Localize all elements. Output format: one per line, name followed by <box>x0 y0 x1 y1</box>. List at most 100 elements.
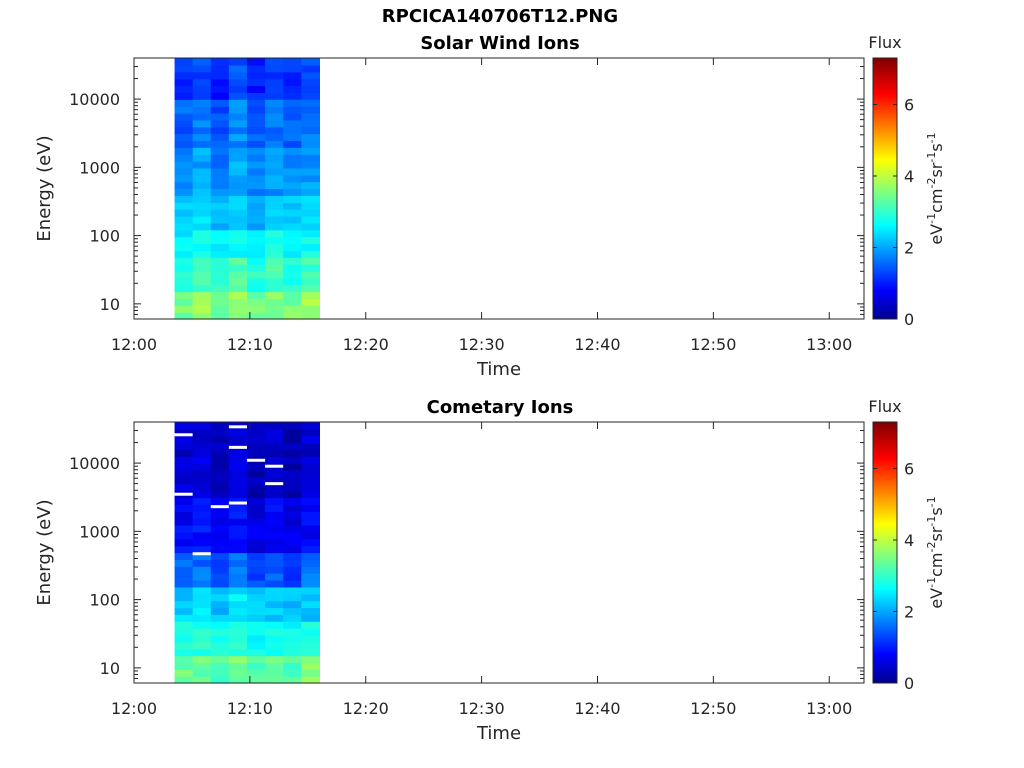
heatmap-cell <box>174 71 194 80</box>
heatmap-cell <box>210 655 230 663</box>
heatmap-cell <box>210 662 230 670</box>
heatmap-cell <box>301 99 320 107</box>
heatmap-cell <box>283 545 302 554</box>
heatmap-cell <box>228 291 248 299</box>
heatmap-cell <box>210 222 230 231</box>
missing-data-streak <box>265 464 284 468</box>
heatmap-cell <box>228 634 248 643</box>
heatmap-cell <box>228 525 248 533</box>
heatmap-cell <box>192 456 212 464</box>
heatmap-cell <box>174 518 194 526</box>
heatmap-cell <box>265 112 284 121</box>
heatmap-cell <box>192 78 212 87</box>
heatmap-cell <box>265 669 284 677</box>
heatmap-cell <box>210 456 230 464</box>
heatmap-cell <box>246 504 266 512</box>
heatmap-cell <box>246 174 266 183</box>
heatmap-cell <box>265 215 284 224</box>
heatmap-cell <box>265 476 284 485</box>
heatmap-cell <box>246 161 266 169</box>
heatmap-cell <box>246 531 266 540</box>
heatmap-cell <box>246 641 266 650</box>
heatmap-cell <box>228 257 248 265</box>
heatmap-cell <box>174 628 194 636</box>
x-axis-label: Time <box>476 723 521 744</box>
heatmap-cell <box>265 243 284 251</box>
heatmap-cell <box>283 476 302 485</box>
heatmap-cell <box>283 140 302 148</box>
heatmap-cell <box>301 607 320 615</box>
heatmap-cell <box>210 298 230 306</box>
heatmap-cell <box>265 607 284 615</box>
x-tick-label: 12:30 <box>459 335 505 354</box>
heatmap-cell <box>283 449 302 457</box>
heatmap-cell <box>174 147 194 155</box>
heatmap-cell <box>192 291 212 299</box>
heatmap-cell <box>210 470 230 478</box>
heatmap-cell <box>210 525 230 533</box>
heatmap-cell <box>246 257 266 265</box>
heatmap-cell <box>210 250 230 258</box>
heatmap-cell <box>301 669 320 677</box>
heatmap-cell <box>301 284 320 293</box>
heatmap-cell <box>246 586 266 595</box>
heatmap-cell <box>228 92 248 100</box>
heatmap-cell <box>246 579 266 588</box>
heatmap-cell <box>246 85 266 93</box>
heatmap-cell <box>246 147 266 155</box>
heatmap-cell <box>283 641 302 650</box>
heatmap-cell <box>228 648 248 657</box>
heatmap-cell <box>192 655 212 663</box>
heatmap-cell <box>283 85 302 93</box>
heatmap-cell <box>210 112 230 121</box>
heatmap-cell <box>301 621 320 629</box>
colorbar-units-label: eV-1cm-2sr-1s-1 <box>925 132 946 244</box>
heatmap-cell <box>246 188 266 196</box>
heatmap-cell <box>228 621 248 629</box>
heatmap-cell <box>192 545 212 554</box>
heatmap-cell <box>174 250 194 258</box>
y-axis-label: Energy (eV) <box>34 135 55 241</box>
y-tick-label: 10000 <box>69 454 120 473</box>
heatmap-cell <box>228 298 248 306</box>
heatmap-cell <box>174 119 194 128</box>
heatmap-cell <box>192 99 212 107</box>
heatmap-cell <box>228 181 248 190</box>
heatmap-cell <box>192 586 212 595</box>
heatmap-cell <box>265 257 284 265</box>
heatmap-cell <box>228 236 248 245</box>
heatmap-cell <box>192 483 212 492</box>
heatmap-cell <box>265 284 284 293</box>
heatmap-cell <box>210 284 230 293</box>
heatmap-cell <box>301 497 320 506</box>
heatmap-cell <box>246 78 266 87</box>
heatmap-cell <box>210 174 230 183</box>
heatmap-cell <box>210 497 230 506</box>
heatmap-cell <box>210 58 230 66</box>
heatmap-cell <box>174 229 194 238</box>
heatmap-cell <box>228 85 248 93</box>
heatmap-cell <box>301 614 320 622</box>
y-axis-label: Energy (eV) <box>34 499 55 605</box>
heatmap-cell <box>210 538 230 547</box>
heatmap-cell <box>265 442 284 451</box>
heatmap-cell <box>246 497 266 506</box>
heatmap-cell <box>210 215 230 224</box>
heatmap-cell <box>174 579 194 588</box>
heatmap-cell <box>174 291 194 299</box>
heatmap-cell <box>246 628 266 636</box>
heatmap-cell <box>283 236 302 245</box>
heatmap-cell <box>283 284 302 293</box>
heatmap-cell <box>228 284 248 293</box>
heatmap-cell <box>301 566 320 574</box>
heatmap-cell <box>283 593 302 602</box>
heatmap-cell <box>265 497 284 506</box>
heatmap-cell <box>246 483 266 492</box>
heatmap-cell <box>192 579 212 588</box>
heatmap-cell <box>301 202 320 210</box>
heatmap-cell <box>283 648 302 657</box>
heatmap-cell <box>265 483 284 492</box>
heatmap-cell <box>174 648 194 657</box>
heatmap-cell <box>265 552 284 560</box>
heatmap-cell <box>301 277 320 286</box>
